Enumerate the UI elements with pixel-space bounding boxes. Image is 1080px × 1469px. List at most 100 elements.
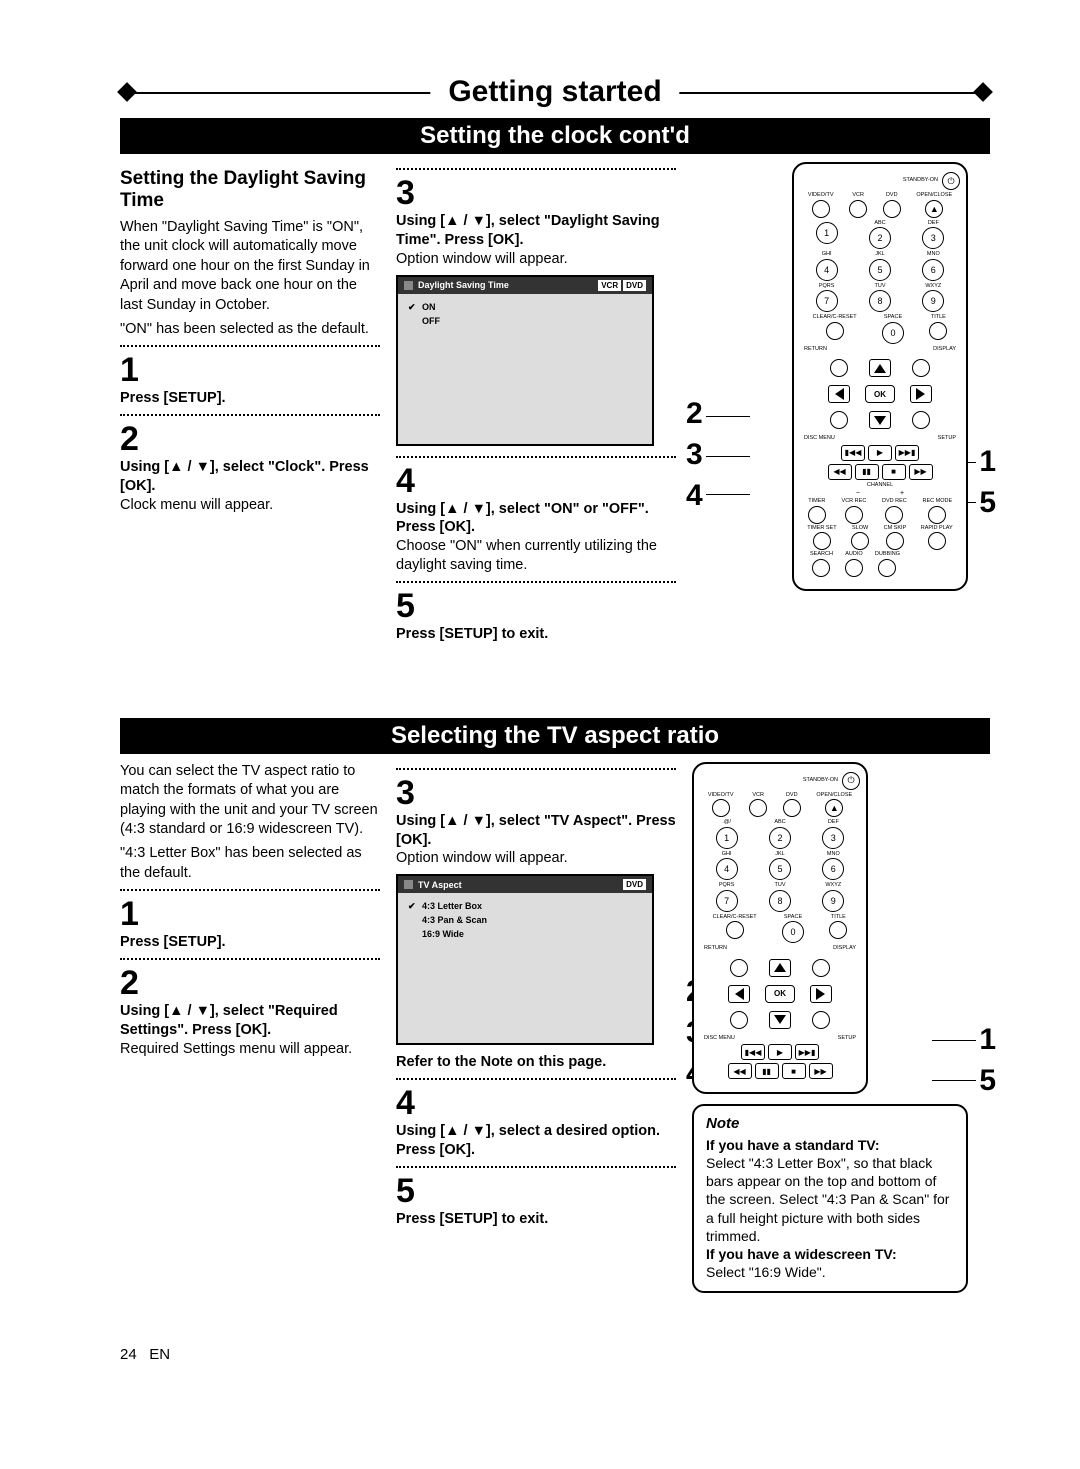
divider bbox=[120, 414, 380, 416]
lead-line bbox=[706, 494, 750, 495]
btn-rew: ◀◀ bbox=[828, 464, 852, 480]
label-videotv: VIDEO/TV bbox=[808, 193, 834, 199]
transport-row-2: ◀◀▮▮■▶▶ bbox=[800, 464, 960, 480]
standby-label: STANDBY-ON bbox=[903, 178, 938, 184]
label-display: DISPLAY bbox=[933, 347, 956, 353]
divider bbox=[396, 1166, 676, 1168]
label-setup: SETUP bbox=[938, 436, 956, 442]
btn-2: 2 bbox=[869, 227, 891, 249]
column-left-2: You can select the TV aspect ratio to ma… bbox=[120, 762, 380, 1059]
lead-line bbox=[706, 416, 750, 417]
rec-row-2: TIMER SET SLOW CM SKIP RAPID PLAY bbox=[800, 526, 960, 551]
column-middle: 3 Using [▲ / ▼], select "Daylight Saving… bbox=[396, 162, 676, 644]
note-h1: If you have a standard TV: bbox=[706, 1137, 880, 1153]
note-title: Note bbox=[706, 1114, 954, 1134]
callout-num: 5 bbox=[979, 483, 996, 522]
step5-text: Press [SETUP] to exit. bbox=[396, 625, 676, 644]
divider bbox=[396, 168, 676, 170]
standby-button: ⏻ bbox=[942, 172, 960, 190]
btn-right bbox=[910, 385, 932, 403]
btn-up bbox=[869, 359, 891, 377]
btn-setup bbox=[912, 411, 930, 429]
note-p1: Select "4:3 Letter Box", so that black b… bbox=[706, 1154, 954, 1245]
btn-return bbox=[830, 359, 848, 377]
nav-pad: OK bbox=[820, 356, 940, 432]
note-p2: Select "16:9 Wide". bbox=[706, 1263, 954, 1281]
step3b-sub: Option window will appear. bbox=[396, 849, 676, 868]
divider bbox=[120, 345, 380, 347]
page-footer: 24 EN bbox=[120, 1346, 990, 1363]
callout-num: 1 bbox=[979, 442, 996, 481]
step2-text: Using [▲ / ▼], select "Clock". Press [OK… bbox=[120, 458, 380, 496]
btn-next: ▶▶▮ bbox=[895, 445, 919, 461]
btn-audio bbox=[845, 559, 863, 577]
osd-title-2: TV Aspect bbox=[418, 880, 462, 890]
osd-icon bbox=[404, 880, 413, 889]
note-box: Note If you have a standard TV: Select "… bbox=[692, 1104, 968, 1293]
btn-9: 9 bbox=[922, 290, 944, 312]
step4-sub: Choose "ON" when currently utilizing the… bbox=[396, 537, 676, 575]
callout-left-numbers: 2 3 4 bbox=[686, 394, 703, 515]
osd-body: ON OFF bbox=[398, 294, 652, 444]
label-channel: CHANNEL bbox=[800, 483, 960, 489]
divider bbox=[120, 958, 380, 960]
osd-title: Daylight Saving Time bbox=[418, 280, 509, 290]
step3-sub: Option window will appear. bbox=[396, 250, 676, 269]
osd-row-off: OFF bbox=[408, 314, 642, 328]
step-number-2: 2 bbox=[120, 422, 380, 456]
btn-ff: ▶▶ bbox=[909, 464, 933, 480]
intro-aspect-1: You can select the TV aspect ratio to ma… bbox=[120, 762, 380, 840]
column-right: 2 3 4 1 5 STANDBY-ON ⏻ VID bbox=[692, 162, 990, 642]
osd-row-on: ON bbox=[408, 300, 642, 314]
top-row: VIDEO/TV VCR DVD OPEN/CLOSE▲ bbox=[800, 193, 960, 218]
callout-num: 2 bbox=[686, 394, 703, 433]
remote-diagram: STANDBY-ON ⏻ VIDEO/TV VCR DVD OPEN/CLOSE… bbox=[792, 162, 968, 591]
page-number: 24 bbox=[120, 1346, 137, 1363]
step1b-text: Press [SETUP]. bbox=[120, 933, 380, 952]
standby-label: STANDBY-ON bbox=[803, 778, 838, 784]
step5b-text: Press [SETUP] to exit. bbox=[396, 1210, 676, 1229]
step-number-4b: 4 bbox=[396, 1086, 676, 1120]
osd-tab-dvd: DVD bbox=[623, 280, 646, 291]
label-dvd: DVD bbox=[886, 193, 898, 199]
osd-header-2: TV Aspect DVD bbox=[398, 876, 652, 893]
btn-openclose: ▲ bbox=[925, 200, 943, 218]
osd-tab-vcr: VCR bbox=[598, 280, 621, 291]
remote-body: STANDBY-ON ⏻ VIDEO/TV VCR DVD OPEN/CLOSE… bbox=[792, 162, 968, 591]
divider bbox=[396, 456, 676, 458]
osd-row-panscan: 4:3 Pan & Scan bbox=[408, 913, 642, 927]
osd-menu-dst: Daylight Saving Time VCR DVD ON OFF bbox=[396, 275, 654, 446]
btn-stop: ■ bbox=[882, 464, 906, 480]
callout-right-numbers-2: 1 5 bbox=[979, 1020, 996, 1100]
standby-button: ⏻ bbox=[842, 772, 860, 790]
column-middle-2: 3 Using [▲ / ▼], select "TV Aspect". Pre… bbox=[396, 762, 676, 1229]
btn-search bbox=[812, 559, 830, 577]
section-title-clock: Setting the clock cont'd bbox=[120, 118, 990, 154]
osd-header: Daylight Saving Time VCR DVD bbox=[398, 277, 652, 294]
divider bbox=[396, 1078, 676, 1080]
btn-display bbox=[912, 359, 930, 377]
btn-vcrrec bbox=[845, 506, 863, 524]
section-title-aspect: Selecting the TV aspect ratio bbox=[120, 718, 990, 754]
chapter-title: Getting started bbox=[430, 75, 679, 109]
bottom-row: SEARCH AUDIO DUBBING bbox=[800, 552, 960, 577]
step4b-text: Using [▲ / ▼], select a desired option. … bbox=[396, 1122, 676, 1160]
step3c-text: Refer to the Note on this page. bbox=[396, 1053, 676, 1072]
remote-body-2: STANDBY-ON ⏻ VIDEO/TV VCR DVD OPEN/CLOSE… bbox=[692, 762, 868, 1095]
btn-vcr bbox=[849, 200, 867, 218]
btn-ok: OK bbox=[865, 385, 895, 403]
label-discmenu: DISC MENU bbox=[804, 436, 835, 442]
osd-menu-aspect: TV Aspect DVD 4:3 Letter Box 4:3 Pan & S… bbox=[396, 874, 654, 1045]
step2-sub: Clock menu will appear. bbox=[120, 496, 380, 515]
callout-num: 3 bbox=[686, 435, 703, 474]
btn-timerset bbox=[813, 532, 831, 550]
intro-aspect-2: "4:3 Letter Box" has been selected as th… bbox=[120, 844, 380, 883]
btn-left bbox=[828, 385, 850, 403]
label-openclose: OPEN/CLOSE bbox=[916, 193, 952, 199]
transport-row-1: ▮◀◀▶▶▶▮ bbox=[800, 445, 960, 461]
label-return: RETURN bbox=[804, 347, 827, 353]
btn-7: 7 bbox=[816, 290, 838, 312]
column-left: Setting the Daylight Saving Time When "D… bbox=[120, 162, 380, 514]
callout-num: 1 bbox=[979, 1020, 996, 1059]
step3b-text: Using [▲ / ▼], select "TV Aspect". Press… bbox=[396, 812, 676, 850]
